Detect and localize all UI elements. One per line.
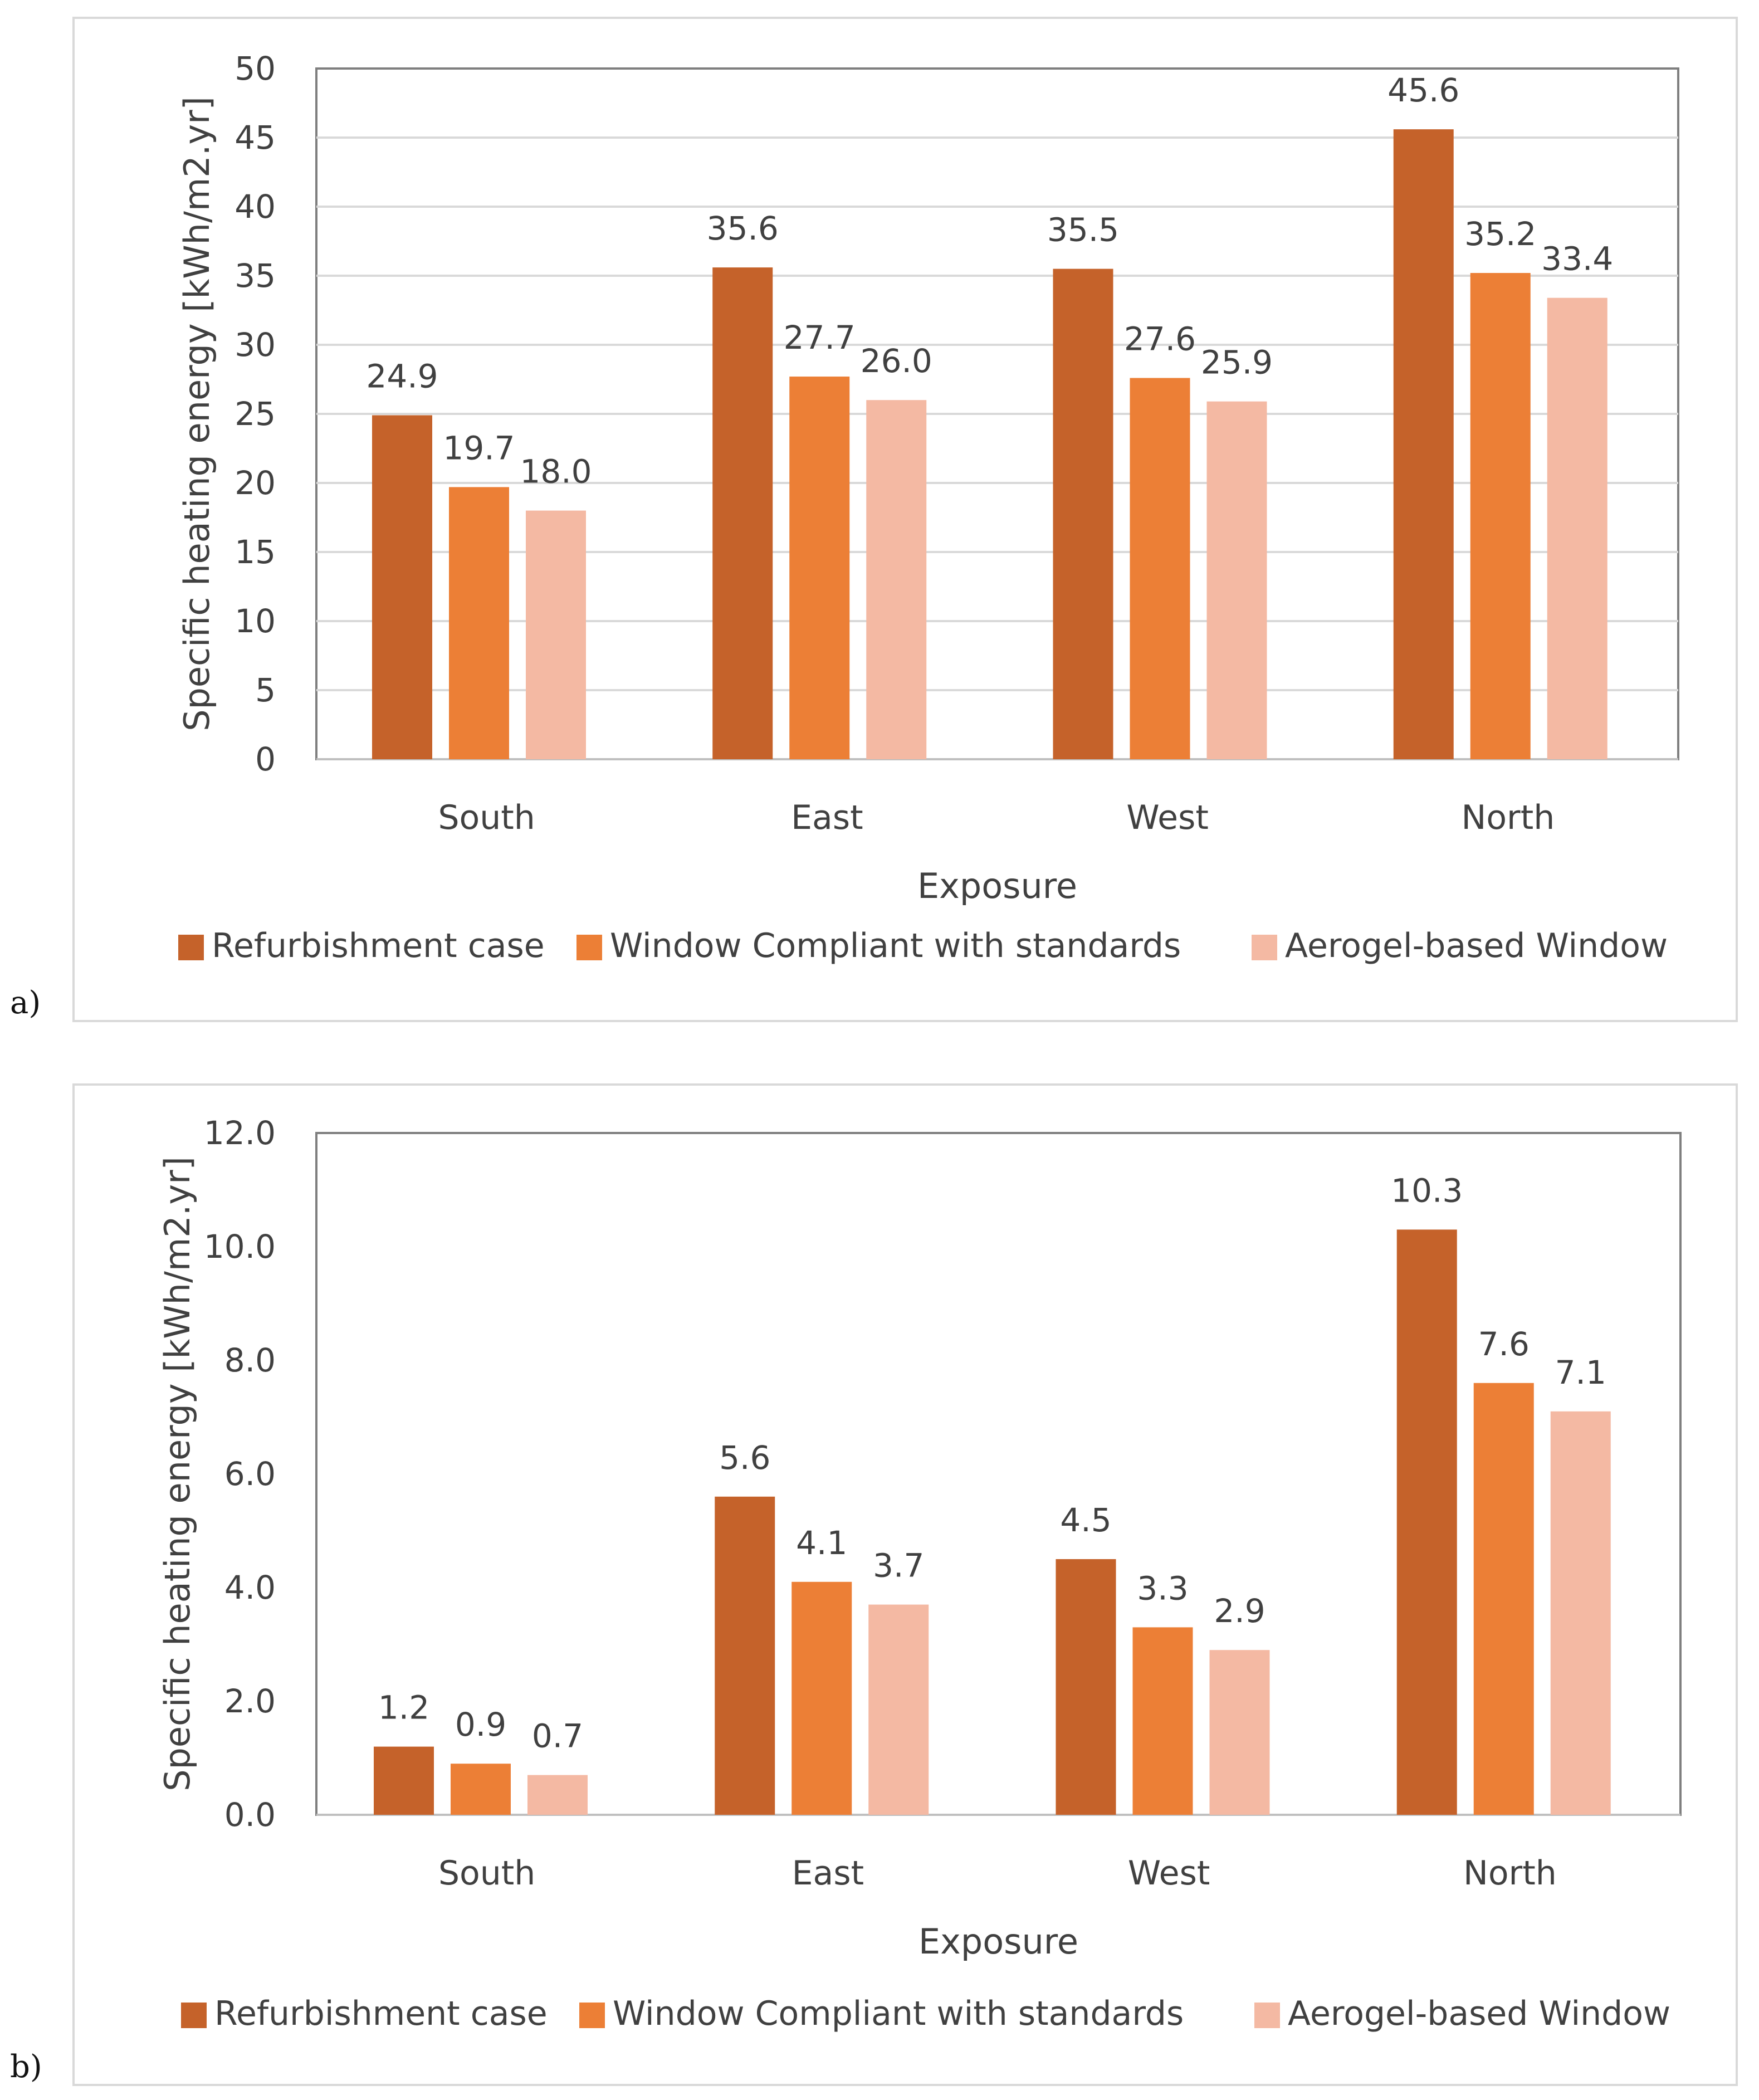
- data-label: 4.5: [1060, 1501, 1111, 1539]
- y-tick-label: 6.0: [224, 1455, 276, 1493]
- legend-swatch: [1252, 935, 1277, 960]
- legend-label: Refurbishment case: [212, 926, 545, 965]
- legend-swatch: [178, 935, 204, 960]
- y-tick-label: 10.0: [204, 1228, 276, 1266]
- x-category-label: North: [1463, 1854, 1557, 1893]
- legend-label: Window Compliant with standards: [613, 1994, 1184, 2033]
- data-label: 3.7: [873, 1547, 924, 1585]
- x-category-label: West: [1126, 798, 1209, 837]
- y-tick-label: 12.0: [204, 1114, 276, 1152]
- x-axis-title: Exposure: [918, 1921, 1078, 1962]
- bar: [712, 267, 773, 759]
- data-label: 4.1: [796, 1524, 847, 1562]
- bar: [449, 487, 509, 759]
- data-label: 5.6: [719, 1439, 770, 1477]
- data-label: 7.1: [1555, 1354, 1606, 1391]
- panel-label-a: a): [10, 985, 41, 1021]
- y-tick-label: 4.0: [224, 1569, 276, 1606]
- legend-swatch: [579, 2003, 605, 2028]
- x-category-label: West: [1128, 1854, 1210, 1893]
- bar: [791, 1581, 852, 1815]
- y-tick-label: 5: [255, 671, 276, 709]
- data-label: 2.9: [1214, 1592, 1265, 1630]
- legend-swatch: [576, 935, 602, 960]
- legend-label: Refurbishment case: [214, 1994, 548, 2033]
- bar: [1393, 129, 1454, 759]
- data-label: 19.7: [443, 429, 515, 467]
- y-tick-label: 45: [234, 119, 276, 157]
- y-axis-title: Specific heating energy [kWh/m2.yr]: [157, 1156, 198, 1791]
- bar: [451, 1764, 511, 1815]
- y-tick-label: 0.0: [224, 1796, 276, 1834]
- y-tick-label: 0: [255, 740, 276, 778]
- x-category-label: South: [438, 1854, 535, 1893]
- bar: [1056, 1559, 1116, 1815]
- y-tick-label: 8.0: [224, 1341, 276, 1379]
- bar: [1130, 378, 1190, 759]
- chart-panel-b: [72, 1083, 1738, 2086]
- data-label: 27.7: [784, 319, 856, 356]
- y-tick-label: 10: [234, 602, 276, 640]
- y-tick-label: 30: [234, 326, 276, 364]
- legend-label: Window Compliant with standards: [610, 926, 1181, 965]
- data-label: 25.9: [1201, 344, 1273, 382]
- bar: [1132, 1627, 1193, 1815]
- bar: [866, 400, 927, 759]
- data-label: 26.0: [861, 342, 932, 380]
- bar: [526, 510, 586, 759]
- x-category-label: South: [438, 798, 535, 837]
- data-label: 7.6: [1478, 1325, 1530, 1363]
- x-category-label: East: [791, 798, 863, 837]
- x-category-label: East: [792, 1854, 864, 1893]
- data-label: 10.3: [1391, 1171, 1463, 1209]
- bar: [1470, 273, 1531, 759]
- data-label: 33.4: [1541, 240, 1613, 278]
- y-tick-label: 2.0: [224, 1682, 276, 1720]
- legend-swatch: [1254, 2003, 1280, 2028]
- data-label: 1.2: [378, 1689, 429, 1727]
- bar: [372, 415, 432, 759]
- x-axis-title: Exposure: [917, 866, 1077, 906]
- bar: [1396, 1229, 1457, 1815]
- bar: [1206, 401, 1267, 759]
- data-label: 35.5: [1047, 211, 1119, 249]
- bar: [715, 1496, 775, 1815]
- legend-label: Aerogel-based Window: [1285, 926, 1668, 965]
- bar: [1550, 1411, 1611, 1815]
- y-tick-label: 50: [234, 50, 276, 87]
- y-tick-label: 20: [234, 464, 276, 502]
- x-category-label: North: [1461, 798, 1555, 837]
- data-label: 3.3: [1137, 1569, 1188, 1607]
- bar: [374, 1746, 434, 1815]
- data-label: 24.9: [366, 357, 438, 395]
- y-tick-label: 40: [234, 188, 276, 226]
- legend-swatch: [181, 2003, 207, 2028]
- bar: [1547, 297, 1607, 759]
- panel-label-b: b): [10, 2049, 42, 2085]
- y-tick-label: 25: [234, 395, 276, 433]
- data-label: 45.6: [1387, 71, 1459, 109]
- data-label: 35.2: [1464, 215, 1536, 253]
- y-axis-title: Specific heating energy [kWh/m2.yr]: [177, 96, 217, 731]
- data-label: 35.6: [707, 209, 779, 247]
- bar: [1053, 268, 1113, 760]
- bar: [527, 1775, 588, 1815]
- data-label: 18.0: [520, 453, 592, 491]
- data-label: 0.9: [455, 1706, 506, 1744]
- bar: [868, 1604, 929, 1815]
- bar: [1473, 1383, 1534, 1815]
- data-label: 27.6: [1124, 320, 1196, 358]
- y-tick-label: 15: [234, 533, 276, 571]
- legend-label: Aerogel-based Window: [1288, 1994, 1670, 2033]
- data-label: 0.7: [532, 1717, 583, 1755]
- y-tick-label: 35: [234, 257, 276, 295]
- bar: [789, 377, 850, 759]
- bar: [1209, 1650, 1270, 1815]
